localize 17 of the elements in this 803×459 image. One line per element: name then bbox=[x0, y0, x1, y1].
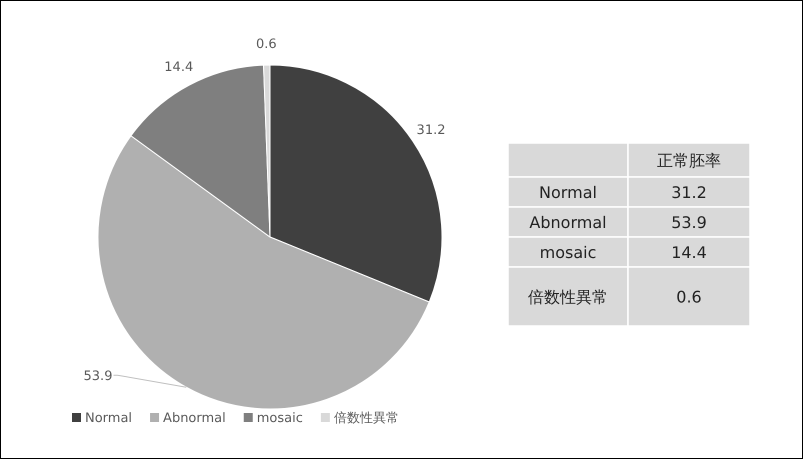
text: 0.6 bbox=[676, 288, 702, 306]
category-label: Abnormal bbox=[529, 213, 607, 232]
text: 53.9 bbox=[671, 213, 707, 232]
legend-label: Abnormal bbox=[163, 411, 226, 426]
data-label: 14.4 bbox=[164, 60, 194, 75]
category-label: mosaic bbox=[540, 243, 596, 262]
category-label: 倍数性異常 bbox=[528, 288, 608, 306]
data-label: 53.9 bbox=[84, 369, 112, 384]
legend-label: Normal bbox=[85, 411, 132, 426]
data-label: 0.6 bbox=[256, 37, 277, 52]
text: 正常胚率 bbox=[657, 151, 721, 170]
slice-label: Normal bbox=[539, 183, 597, 202]
legend-label: mosaic bbox=[256, 411, 303, 426]
legend-label: 倍数性異常 bbox=[334, 411, 399, 426]
text: 31.2 bbox=[671, 183, 707, 202]
data-label: 31.2 bbox=[416, 122, 446, 138]
text: 14.4 bbox=[671, 243, 707, 262]
